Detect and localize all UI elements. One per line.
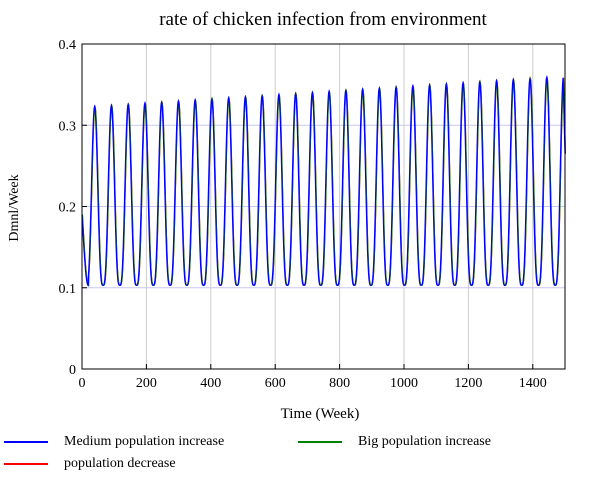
legend-swatch-decrease — [4, 463, 48, 465]
legend-swatch-big — [298, 441, 342, 443]
legend-label-decrease: population decrease — [64, 456, 176, 471]
x-tick-label-400: 400 — [200, 376, 221, 391]
x-tick-label-800: 800 — [329, 376, 350, 391]
x-tick-label-0: 0 — [79, 376, 86, 391]
chart-title: rate of chicken infection from environme… — [159, 9, 487, 30]
y-tick-label-0: 0 — [69, 363, 76, 378]
chart-canvas: rate of chicken infection from environme… — [7, 9, 566, 422]
axis-ticks: 0 200 400 600 800 1000 1200 1400 0 0.1 0.2 0.3 0.4 — [59, 38, 547, 391]
x-tick-label-200: 200 — [136, 376, 157, 391]
legend-item-population-decrease: population decrease — [4, 454, 176, 474]
x-axis-label: Time (Week) — [281, 406, 360, 422]
x-tick-label-600: 600 — [265, 376, 286, 391]
y-axis-label: Dmnl/Week — [7, 174, 22, 241]
legend-label-big: Big population increase — [358, 434, 491, 449]
y-tick-label-2: 0.2 — [59, 201, 77, 216]
x-tick-label-1200: 1200 — [454, 376, 482, 391]
legend-label-medium: Medium population increase — [64, 434, 225, 449]
legend-item-medium-population-increase: Medium population increase — [4, 432, 224, 452]
legend: Medium population increase Big populatio… — [0, 430, 593, 478]
y-tick-label-1: 0.1 — [59, 282, 77, 297]
x-tick-label-1400: 1400 — [519, 376, 547, 391]
x-tick-label-1000: 1000 — [390, 376, 418, 391]
legend-item-big-population-increase: Big population increase — [298, 432, 491, 452]
series-layer — [81, 75, 566, 287]
y-tick-label-3: 0.3 — [59, 119, 77, 134]
legend-swatch-medium — [4, 441, 48, 443]
y-tick-label-4: 0.4 — [59, 38, 77, 53]
series-line-medium-population-increase — [81, 75, 566, 287]
